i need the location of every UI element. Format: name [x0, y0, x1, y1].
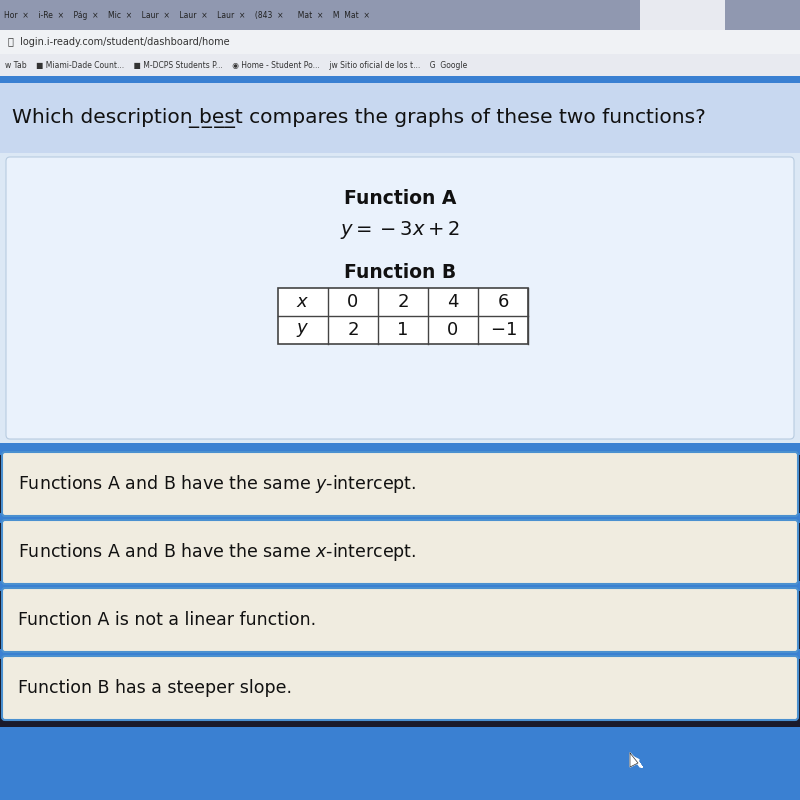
FancyBboxPatch shape: [2, 656, 798, 720]
Text: $-1$: $-1$: [490, 321, 517, 339]
FancyBboxPatch shape: [0, 649, 800, 659]
FancyBboxPatch shape: [0, 54, 800, 76]
FancyBboxPatch shape: [0, 153, 800, 443]
FancyBboxPatch shape: [2, 588, 798, 652]
FancyBboxPatch shape: [6, 157, 794, 439]
FancyBboxPatch shape: [0, 513, 800, 523]
FancyBboxPatch shape: [2, 452, 798, 516]
FancyBboxPatch shape: [278, 288, 528, 344]
Text: Function B has a steeper slope.: Function B has a steeper slope.: [18, 679, 292, 697]
Polygon shape: [630, 753, 638, 767]
Text: Function B: Function B: [344, 263, 456, 282]
Text: 6: 6: [498, 293, 509, 311]
FancyBboxPatch shape: [0, 0, 800, 2]
Text: 4: 4: [447, 293, 458, 311]
Text: w Tab    ■ Miami-Dade Count...    ■ M-DCPS Students P...    ◉ Home - Student Po.: w Tab ■ Miami-Dade Count... ■ M-DCPS Stu…: [5, 61, 467, 70]
FancyBboxPatch shape: [0, 30, 800, 54]
Text: Function A: Function A: [344, 189, 456, 207]
FancyBboxPatch shape: [0, 727, 800, 800]
FancyBboxPatch shape: [0, 581, 800, 591]
Text: Functions A and B have the same $x$-intercept.: Functions A and B have the same $x$-inte…: [18, 541, 416, 563]
Text: 0: 0: [347, 293, 358, 311]
Text: $x$: $x$: [296, 293, 310, 311]
Text: Which description ̲b̲e̲s̲t compares the graphs of these two functions?: Which description ̲b̲e̲s̲t compares the …: [12, 108, 706, 128]
Text: 0: 0: [447, 321, 458, 339]
Text: $y$: $y$: [296, 321, 310, 339]
FancyBboxPatch shape: [2, 520, 798, 584]
Text: $y = -3x + 2$: $y = -3x + 2$: [340, 219, 460, 241]
FancyBboxPatch shape: [0, 76, 800, 83]
FancyBboxPatch shape: [0, 83, 800, 153]
Text: 🔒  login.i-ready.com/student/dashboard/home: 🔒 login.i-ready.com/student/dashboard/ho…: [8, 37, 230, 47]
Text: 2: 2: [398, 293, 409, 311]
Text: Functions A and B have the same $y$-intercept.: Functions A and B have the same $y$-inte…: [18, 473, 416, 495]
FancyBboxPatch shape: [0, 0, 800, 30]
FancyBboxPatch shape: [0, 443, 800, 455]
Text: Hor  ×    i-Re  ×    Pág  ×    Mic  ×    Laur  ×    Laur  ×    Laur  ×    (843  : Hor × i-Re × Pág × Mic × Laur × Laur × L…: [4, 10, 370, 19]
Text: 1: 1: [398, 321, 409, 339]
Text: 2: 2: [347, 321, 358, 339]
FancyBboxPatch shape: [640, 0, 725, 30]
Text: Function A is not a linear function.: Function A is not a linear function.: [18, 611, 316, 629]
